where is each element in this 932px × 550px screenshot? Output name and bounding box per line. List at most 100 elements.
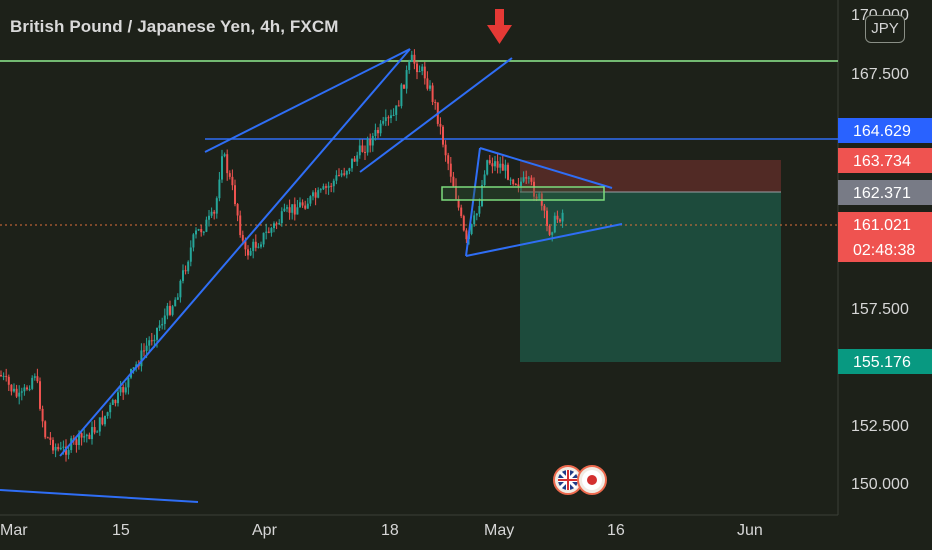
candle-body <box>91 427 93 440</box>
countdown-text: 02:48:38 <box>853 242 915 259</box>
candle-body <box>247 249 249 256</box>
candle-body <box>496 161 499 168</box>
candle-body <box>187 261 190 272</box>
candle-body <box>33 376 36 378</box>
candle-body <box>486 160 489 175</box>
entry-zone-rectangle[interactable] <box>441 186 605 201</box>
candle-body <box>273 223 275 229</box>
candle-body <box>397 105 400 107</box>
candle-body <box>507 164 509 180</box>
channel-resistance-trendline[interactable] <box>204 48 411 153</box>
candle-body <box>475 213 478 216</box>
price-tag-take-profit[interactable]: 155.176 <box>838 349 932 374</box>
candle-body <box>299 202 301 208</box>
candle-body <box>345 171 348 175</box>
candle-body <box>514 184 517 186</box>
candle-body <box>499 163 502 168</box>
candle-body <box>410 54 413 62</box>
candle-body <box>293 204 296 215</box>
take-profit-zone[interactable] <box>520 192 781 362</box>
candle-body <box>140 350 143 367</box>
candle-body <box>465 230 468 240</box>
candle-body <box>452 176 455 187</box>
candle-body <box>195 230 197 235</box>
candle-body <box>408 61 411 71</box>
candle-body <box>418 71 421 73</box>
candle-body <box>169 305 171 315</box>
uk-flag-icon[interactable] <box>553 465 583 495</box>
time-axis-panel[interactable] <box>0 515 838 550</box>
triangle-upper-line[interactable] <box>479 147 613 189</box>
candle-body <box>348 168 351 172</box>
candle-body <box>161 323 164 326</box>
candle-body <box>535 196 538 199</box>
triangle-lower-line[interactable] <box>465 223 623 257</box>
candle-body <box>304 205 307 209</box>
candle-body <box>504 164 507 171</box>
candle-body <box>280 211 283 224</box>
candle-body <box>533 181 535 197</box>
candle-body <box>405 70 408 89</box>
triangle-left-edge[interactable] <box>465 147 481 257</box>
price-tag-text: 163.734 <box>853 153 911 170</box>
candle-body <box>7 376 10 385</box>
y-tick: 157.500 <box>851 301 909 318</box>
price-tag-last-price[interactable]: 161.021 02:48:38 <box>838 212 932 262</box>
channel-support-trendline[interactable] <box>59 48 411 457</box>
symbol-title[interactable]: British Pound / Japanese Yen, 4h, FXCM <box>10 17 339 36</box>
candle-body <box>291 204 294 213</box>
candle-body <box>559 219 561 222</box>
candle-body <box>166 305 169 316</box>
candle-body <box>62 446 65 448</box>
candle-body <box>41 408 44 422</box>
breakout-trendline[interactable] <box>359 57 513 173</box>
price-tag-stop-loss[interactable]: 163.734 <box>838 148 932 173</box>
price-tag-text: 161.021 <box>853 217 911 234</box>
candle-body <box>13 388 15 392</box>
candle-body <box>192 234 195 248</box>
candle-body <box>236 204 239 216</box>
candle-body <box>543 205 546 211</box>
candle-body <box>156 327 158 340</box>
candle-body <box>106 412 109 416</box>
candle-body <box>330 185 333 187</box>
candle-body <box>132 367 135 369</box>
candle-body <box>460 207 463 217</box>
price-tag-text: 164.629 <box>853 123 911 140</box>
candle-body <box>551 232 554 235</box>
candle-body <box>184 270 187 272</box>
candle-body <box>179 280 182 298</box>
price-tag-entry[interactable]: 162.371 <box>838 180 932 205</box>
currency-badge[interactable]: JPY <box>865 15 905 43</box>
candle-body <box>449 163 452 177</box>
candle-body <box>327 185 330 188</box>
candle-body <box>332 180 335 187</box>
candle-body <box>98 417 101 432</box>
candle-body <box>254 241 257 248</box>
candle-body <box>20 391 23 393</box>
candle-body <box>80 433 83 438</box>
candle-body <box>93 427 96 433</box>
price-tag-level-line[interactable]: 164.629 <box>838 118 932 143</box>
candle-body <box>0 375 2 377</box>
candle-body <box>488 160 491 164</box>
candle-body <box>434 101 437 103</box>
candle-body <box>312 192 314 197</box>
lower-trendline[interactable] <box>0 489 199 503</box>
japan-flag-icon[interactable] <box>577 465 607 495</box>
price-tag-text: 162.371 <box>853 185 911 202</box>
candle-body <box>416 63 418 73</box>
candle-body <box>301 202 304 206</box>
price-axis-panel[interactable] <box>838 0 932 550</box>
candle-body <box>18 392 21 397</box>
candle-body <box>325 186 327 188</box>
candle-body <box>260 244 262 247</box>
candle-body <box>28 388 31 390</box>
candle-body <box>317 190 320 198</box>
candle-body <box>52 439 54 451</box>
candle-body <box>525 177 528 179</box>
candle-body <box>104 415 106 425</box>
candle-body <box>158 325 161 328</box>
